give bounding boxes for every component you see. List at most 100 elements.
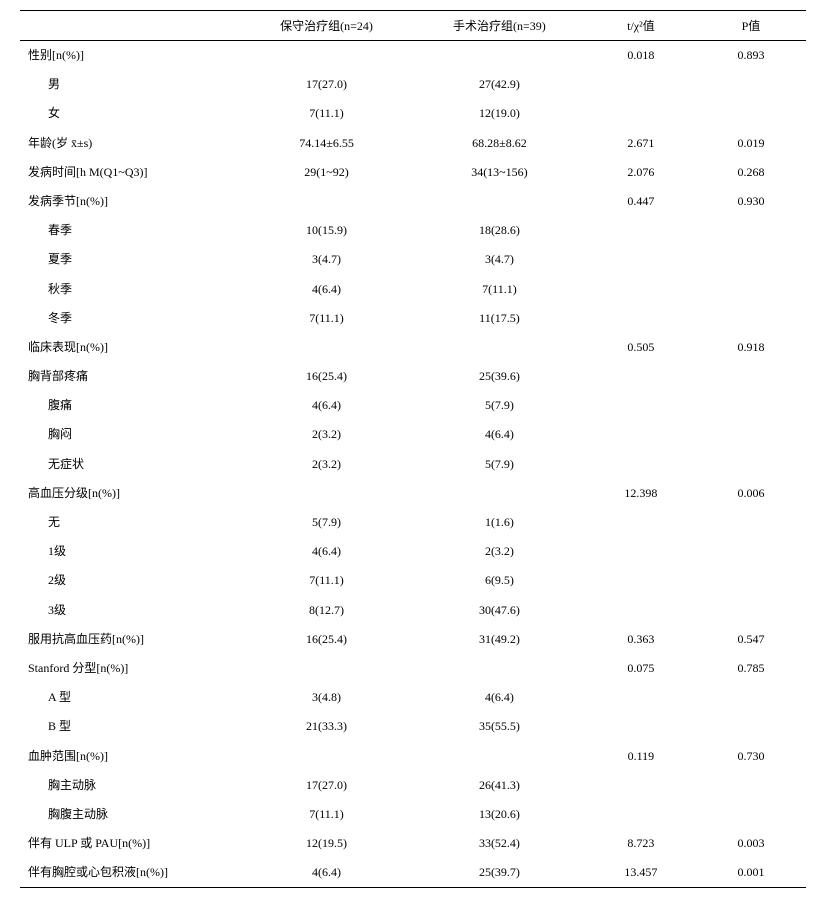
cell-pvalue [696,566,806,595]
cell-stat [586,245,696,274]
cell-group1: 4(6.4) [240,858,413,888]
table-row: 服用抗高血压药[n(%)]16(25.4)31(49.2)0.3630.547 [20,625,806,654]
table-row: B 型21(33.3)35(55.5) [20,712,806,741]
cell-group2: 5(7.9) [413,391,586,420]
table-row: Stanford 分型[n(%)]0.0750.785 [20,654,806,683]
table-row: A 型3(4.8)4(6.4) [20,683,806,712]
cell-group2: 3(4.7) [413,245,586,274]
cell-group2: 2(3.2) [413,537,586,566]
cell-group1: 17(27.0) [240,70,413,99]
cell-group1: 16(25.4) [240,625,413,654]
cell-stat [586,216,696,245]
cell-stat [586,683,696,712]
cell-stat [586,800,696,829]
cell-group2: 35(55.5) [413,712,586,741]
row-label: 男 [20,70,240,99]
cell-stat: 0.018 [586,41,696,71]
cell-stat [586,70,696,99]
table-row: 无5(7.9)1(1.6) [20,508,806,537]
cell-group2 [413,41,586,71]
cell-pvalue [696,420,806,449]
cell-pvalue: 0.006 [696,479,806,508]
cell-group2 [413,479,586,508]
cell-stat [586,596,696,625]
cell-stat: 2.671 [586,129,696,158]
cell-pvalue [696,245,806,274]
cell-group2: 11(17.5) [413,304,586,333]
cell-pvalue [696,362,806,391]
table-row: 胸背部疼痛16(25.4)25(39.6) [20,362,806,391]
table-row: 伴有 ULP 或 PAU[n(%)]12(19.5)33(52.4)8.7230… [20,829,806,858]
row-label: A 型 [20,683,240,712]
table-row: 腹痛4(6.4)5(7.9) [20,391,806,420]
row-label: 临床表现[n(%)] [20,333,240,362]
table-row: 夏季3(4.7)3(4.7) [20,245,806,274]
header-pval: P值 [696,11,806,41]
cell-pvalue: 0.785 [696,654,806,683]
row-label: 伴有胸腔或心包积液[n(%)] [20,858,240,888]
cell-pvalue [696,596,806,625]
table-row: 女7(11.1)12(19.0) [20,99,806,128]
cell-pvalue [696,216,806,245]
table-row: 年龄(岁 x̄±s)74.14±6.5568.28±8.622.6710.019 [20,129,806,158]
table-row: 胸腹主动脉7(11.1)13(20.6) [20,800,806,829]
cell-stat [586,362,696,391]
cell-stat [586,420,696,449]
cell-pvalue: 0.003 [696,829,806,858]
header-group1: 保守治疗组(n=24) [240,11,413,41]
cell-stat: 8.723 [586,829,696,858]
cell-group2: 12(19.0) [413,99,586,128]
row-label: 高血压分级[n(%)] [20,479,240,508]
row-label: 性别[n(%)] [20,41,240,71]
row-label: 胸背部疼痛 [20,362,240,391]
cell-group2: 34(13~156) [413,158,586,187]
cell-group1 [240,654,413,683]
cell-group1: 2(3.2) [240,420,413,449]
cell-group1 [240,333,413,362]
cell-pvalue: 0.918 [696,333,806,362]
table-row: 胸闷2(3.2)4(6.4) [20,420,806,449]
cell-group1: 16(25.4) [240,362,413,391]
cell-stat: 0.075 [586,654,696,683]
table-row: 冬季7(11.1)11(17.5) [20,304,806,333]
cell-stat: 0.119 [586,742,696,771]
cell-stat [586,391,696,420]
cell-group1: 74.14±6.55 [240,129,413,158]
header-blank [20,11,240,41]
cell-group1 [240,41,413,71]
cell-group2: 68.28±8.62 [413,129,586,158]
cell-pvalue [696,800,806,829]
row-label: 无症状 [20,450,240,479]
table-row: 胸主动脉17(27.0)26(41.3) [20,771,806,800]
cell-stat [586,508,696,537]
table-row: 秋季4(6.4)7(11.1) [20,275,806,304]
cell-pvalue [696,391,806,420]
cell-group1: 4(6.4) [240,275,413,304]
cell-group1: 7(11.1) [240,566,413,595]
row-label: 2级 [20,566,240,595]
cell-group2 [413,187,586,216]
row-label: 秋季 [20,275,240,304]
cell-group2: 25(39.6) [413,362,586,391]
table-row: 发病时间[h M(Q1~Q3)]29(1~92)34(13~156)2.0760… [20,158,806,187]
header-group2: 手术治疗组(n=39) [413,11,586,41]
row-label: 3级 [20,596,240,625]
cell-group1: 29(1~92) [240,158,413,187]
row-label: 胸闷 [20,420,240,449]
table-row: 无症状2(3.2)5(7.9) [20,450,806,479]
table-row: 男17(27.0)27(42.9) [20,70,806,99]
table-row: 3级8(12.7)30(47.6) [20,596,806,625]
cell-pvalue [696,450,806,479]
cell-stat [586,275,696,304]
cell-stat [586,304,696,333]
cell-group1 [240,742,413,771]
table-row: 血肿范围[n(%)]0.1190.730 [20,742,806,771]
row-label: 夏季 [20,245,240,274]
cell-pvalue: 0.893 [696,41,806,71]
cell-stat [586,537,696,566]
cell-group1: 5(7.9) [240,508,413,537]
cell-stat [586,712,696,741]
cell-pvalue [696,771,806,800]
cell-group1: 2(3.2) [240,450,413,479]
cell-group2: 7(11.1) [413,275,586,304]
